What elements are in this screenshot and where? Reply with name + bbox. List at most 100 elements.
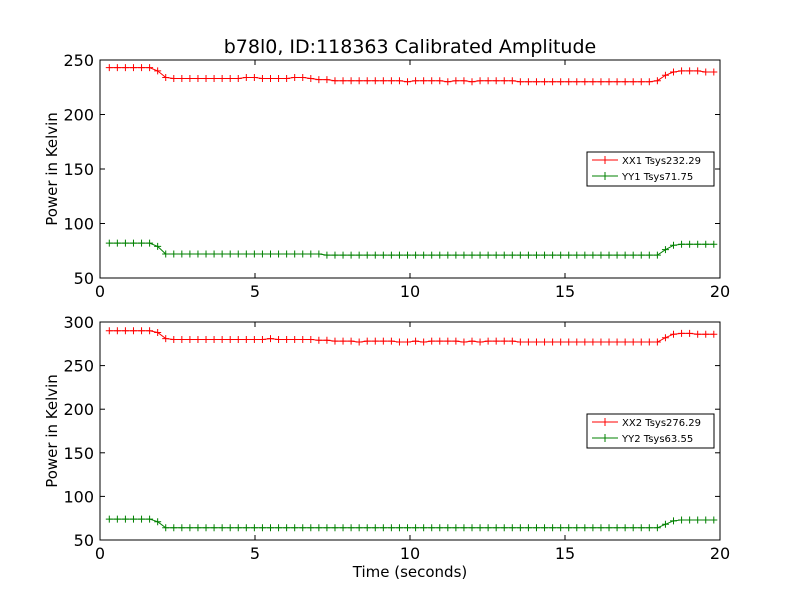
legend-box-bottom [586, 413, 715, 449]
data-point [589, 524, 597, 532]
subplot-bottom: Power in Kelvin Time (seconds) 0 5 10 15 20 5… [43, 313, 730, 581]
data-point [371, 337, 379, 345]
data-point [395, 251, 403, 259]
x-tick-label: 10 [400, 282, 420, 301]
data-point [532, 251, 540, 259]
data-point [500, 77, 508, 85]
x-axis-label: Time (seconds) [352, 563, 468, 581]
data-point [557, 524, 565, 532]
legend-top: XX1 Tsys232.29 YY1 Tsys71.75 [586, 151, 715, 187]
data-point [645, 524, 653, 532]
data-point [218, 335, 226, 343]
data-point [468, 337, 476, 345]
data-point [702, 68, 710, 76]
data-point [355, 524, 363, 532]
data-point [508, 251, 516, 259]
data-point [452, 251, 460, 259]
x-tick-label: 20 [710, 544, 730, 563]
data-point [710, 240, 718, 248]
data-point [581, 78, 589, 86]
chart-title: b78l0, ID:118363 Calibrated Amplitude [224, 36, 596, 58]
x-tick-label: 0 [95, 544, 105, 563]
data-point [218, 524, 226, 532]
y-axis-label-bottom: Power in Kelvin [43, 374, 61, 488]
data-point [234, 524, 242, 532]
data-point [500, 251, 508, 259]
data-point [678, 516, 686, 524]
data-point [202, 250, 210, 258]
data-point [379, 337, 387, 345]
data-point [508, 337, 516, 345]
data-point [420, 524, 428, 532]
data-point [347, 524, 355, 532]
data-point [565, 251, 573, 259]
data-point [605, 338, 613, 346]
data-point [436, 337, 444, 345]
data-point [549, 524, 557, 532]
data-point [452, 77, 460, 85]
data-point [291, 250, 299, 258]
legend-label-yy2: YY2 Tsys63.55 [621, 434, 693, 445]
data-point [154, 518, 162, 526]
data-point [339, 251, 347, 259]
data-point [532, 338, 540, 346]
data-point [621, 524, 629, 532]
data-point [444, 337, 452, 345]
plot-frame-top [99, 59, 721, 279]
data-point [428, 77, 436, 85]
data-point [242, 335, 250, 343]
data-point [186, 250, 194, 258]
data-point [460, 524, 468, 532]
data-point [484, 337, 492, 345]
data-point [645, 251, 653, 259]
data-point [210, 335, 218, 343]
data-point [686, 329, 694, 337]
data-point [121, 64, 129, 72]
series-line [109, 67, 714, 83]
y-tick-label: 150 [63, 444, 94, 463]
data-point [516, 251, 524, 259]
data-point [194, 250, 202, 258]
data-point [267, 75, 274, 83]
data-point [186, 524, 194, 532]
data-point [476, 524, 484, 532]
data-point [226, 75, 234, 83]
data-point [194, 524, 202, 532]
data-point [218, 250, 226, 258]
data-point [129, 239, 137, 247]
data-point [355, 77, 363, 85]
data-point [476, 251, 484, 259]
data-point [275, 335, 283, 343]
data-point [436, 524, 444, 532]
data-point [194, 75, 202, 83]
data-point [363, 337, 371, 345]
data-point [299, 335, 307, 343]
data-point [121, 239, 129, 247]
data-point [412, 524, 420, 532]
data-point [339, 77, 347, 85]
data-point [710, 330, 718, 338]
data-point [283, 335, 291, 343]
data-point [589, 78, 597, 86]
data-point [307, 335, 315, 343]
y-tick-label: 150 [63, 160, 94, 179]
data-point [299, 250, 307, 258]
data-point [484, 251, 492, 259]
data-point [412, 337, 420, 345]
data-point [170, 250, 178, 258]
data-point [194, 335, 202, 343]
data-point [420, 338, 428, 346]
data-point [250, 250, 258, 258]
data-point [420, 251, 428, 259]
data-point [162, 524, 170, 532]
data-point [557, 338, 565, 346]
data-point [275, 250, 283, 258]
data-point [468, 78, 476, 86]
data-point [347, 251, 355, 259]
data-point [258, 524, 266, 532]
data-point [678, 329, 686, 337]
series-line [109, 330, 714, 343]
data-point [702, 330, 710, 338]
data-point [444, 524, 452, 532]
